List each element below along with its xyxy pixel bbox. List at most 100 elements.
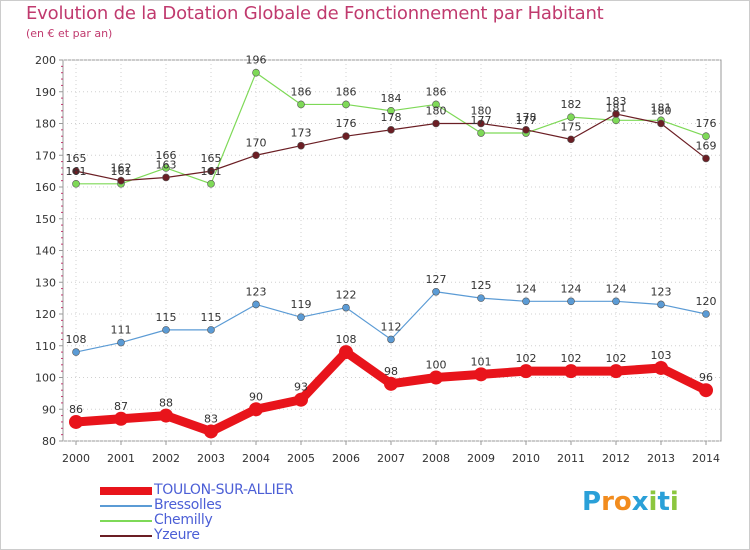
proxiti-letter: o (613, 487, 632, 517)
data-label: 181 (651, 101, 672, 114)
legend-label: TOULON-SUR-ALLIER (154, 482, 294, 498)
data-label: 123 (651, 285, 672, 298)
data-label: 112 (381, 320, 402, 333)
axes: 80 90 100 110 120 130 140 150 160 170 180 190 200 200… (35, 54, 720, 465)
data-point (294, 392, 308, 407)
data-point (477, 119, 485, 128)
data-label: 182 (561, 98, 582, 111)
data-label: 161 (66, 165, 87, 178)
data-point (474, 367, 488, 382)
data-label: 86 (69, 403, 83, 416)
chart-subtitle: (en € et par an) (26, 27, 113, 40)
y-tick-label: 120 (35, 308, 56, 321)
data-label: 170 (246, 136, 267, 149)
data-point (519, 364, 533, 379)
y-tick-label: 190 (35, 86, 56, 99)
data-point (159, 408, 173, 423)
data-point (477, 294, 485, 302)
data-label: 115 (156, 311, 177, 324)
data-label: 108 (336, 333, 357, 346)
data-label: 166 (156, 149, 177, 162)
data-point (297, 313, 305, 321)
data-point (117, 176, 125, 185)
data-label: 87 (114, 400, 128, 413)
data-label: 102 (561, 352, 582, 365)
data-point (387, 126, 395, 134)
legend-swatch (100, 487, 152, 495)
data-label: 177 (471, 114, 492, 127)
data-point (162, 164, 170, 172)
legend-swatch (100, 505, 152, 507)
data-point (432, 119, 440, 128)
data-label: 165 (201, 152, 222, 165)
legend-item[interactable]: TOULON-SUR-ALLIER (100, 482, 360, 499)
data-point (207, 326, 215, 334)
data-point (654, 360, 668, 375)
data-point (252, 151, 260, 160)
legend-item[interactable]: Yzeure (100, 527, 360, 544)
data-point (609, 364, 623, 379)
data-point (567, 297, 575, 306)
y-tick-label: 170 (35, 149, 56, 162)
data-point (162, 326, 170, 334)
data-point (387, 335, 395, 344)
x-tick-label: 2013 (647, 452, 675, 465)
x-tick-label: 2008 (422, 452, 450, 465)
data-label: 173 (291, 127, 312, 140)
data-label: 165 (66, 152, 87, 165)
data-point (657, 119, 665, 128)
x-tick-label: 2002 (152, 452, 180, 465)
proxiti-letter: x (631, 487, 649, 517)
data-point (612, 110, 620, 118)
y-tick-label: 150 (35, 213, 56, 226)
legend-item[interactable]: Bressolles (100, 497, 360, 514)
y-tick-label: 80 (42, 435, 56, 448)
x-tick-label: 2011 (557, 452, 585, 465)
data-label: 101 (471, 355, 492, 368)
y-tick-label: 130 (35, 276, 56, 289)
x-tick-label: 2006 (332, 452, 360, 465)
data-point (567, 135, 575, 144)
data-label: 119 (291, 298, 312, 311)
data-point (207, 180, 215, 188)
data-label: 102 (606, 352, 627, 365)
legend-item[interactable]: Chemilly (100, 512, 360, 529)
data-point (69, 414, 83, 429)
x-tick-label: 2014 (692, 452, 720, 465)
y-tick-label: 90 (42, 403, 56, 416)
data-label: 176 (696, 117, 717, 130)
x-tick-label: 2005 (287, 452, 315, 465)
data-label: 115 (201, 311, 222, 324)
x-tick-label: 2012 (602, 452, 630, 465)
data-label: 83 (204, 412, 218, 425)
data-point (702, 132, 710, 140)
legend-swatch (100, 535, 152, 537)
legend: TOULON-SUR-ALLIER Bressolles Chemilly Yz… (100, 482, 360, 544)
data-point (702, 154, 710, 163)
proxiti-logo[interactable]: Proxiti (582, 487, 679, 517)
x-tick-label: 2003 (197, 452, 225, 465)
data-point (207, 167, 215, 175)
data-point (432, 287, 440, 296)
data-label: 125 (471, 279, 492, 292)
data-label: 93 (294, 381, 308, 394)
data-label: 186 (426, 85, 447, 98)
data-point (339, 345, 353, 360)
data-point (567, 113, 575, 121)
data-label: 183 (606, 95, 627, 108)
x-tick-label: 2001 (107, 452, 135, 465)
proxiti-letter: P (582, 487, 602, 517)
data-label: 124 (606, 282, 627, 295)
data-point (114, 411, 128, 426)
data-point (249, 402, 263, 417)
data-label: 124 (516, 282, 537, 295)
proxiti-letter: i (669, 487, 679, 517)
data-label: 98 (384, 365, 398, 378)
data-point (429, 370, 443, 385)
y-tick-label: 100 (35, 372, 56, 385)
data-point (252, 300, 260, 309)
data-label: 88 (159, 397, 173, 410)
data-point (72, 167, 80, 175)
data-label: 196 (246, 54, 267, 67)
data-label: 127 (426, 273, 447, 286)
